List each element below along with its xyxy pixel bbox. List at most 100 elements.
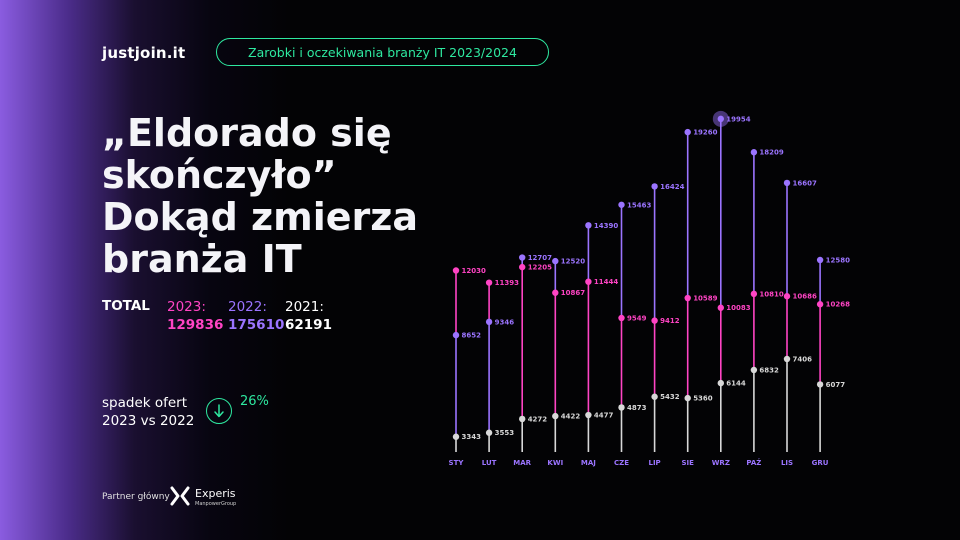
partner-name[interactable]: Experis <box>195 487 236 500</box>
total-2023-label: 2023: <box>167 299 206 315</box>
month-label-PAŹ: PAŹ <box>746 458 761 467</box>
drop-label-line-1: spadek ofert <box>102 395 188 411</box>
point-2022-MAR <box>519 254 526 261</box>
title-line-2: skończyło” <box>102 153 337 197</box>
month-label-MAR: MAR <box>513 459 531 467</box>
partner-subname: ManpowerGroup <box>195 501 237 507</box>
point-2023-CZE <box>618 314 625 322</box>
label-2022-MAJ: 14390 <box>594 222 618 230</box>
point-2021-CZE <box>618 404 625 411</box>
total-2023-value: 129836 <box>167 317 224 333</box>
total-label: TOTAL <box>102 298 150 314</box>
label-2021-LIP: 5432 <box>660 393 680 401</box>
label-2023-SIE: 10589 <box>693 295 717 303</box>
label-2021-GRU: 6077 <box>826 381 846 389</box>
month-label-MAJ: MAJ <box>581 459 596 467</box>
drop-label: spadek ofert 2023 vs 2022 <box>102 394 194 430</box>
label-2023-CZE: 9549 <box>627 314 647 322</box>
label-2021-MAR: 4272 <box>528 415 548 423</box>
total-2021-label: 2021: <box>285 299 324 315</box>
label-2021-LIS: 7406 <box>793 355 813 363</box>
point-2022-LUT <box>485 318 493 326</box>
label-2021-KWI: 4422 <box>561 413 581 421</box>
month-label-KWI: KWI <box>547 459 563 467</box>
point-2022-LIS <box>783 179 791 187</box>
label-2022-STY: 8652 <box>462 332 482 340</box>
label-2021-LUT: 3553 <box>495 429 515 437</box>
drop-label-line-2: 2023 vs 2022 <box>102 413 195 429</box>
label-2022-MAR: 12707 <box>528 254 552 262</box>
point-2021-PAŹ <box>750 366 758 374</box>
total-2023: 2023: 129836 <box>167 298 223 334</box>
point-2021-MAJ <box>585 411 592 419</box>
label-2023-LIS: 10686 <box>793 293 817 301</box>
arrow-down-circle-icon <box>206 398 232 424</box>
point-2023-LIS <box>783 293 791 300</box>
point-2022-PAŹ <box>750 149 758 156</box>
label-2021-PAŹ: 6832 <box>759 366 779 374</box>
point-2022-GRU <box>816 256 824 264</box>
month-label-LIS: LIS <box>781 459 793 467</box>
label-2023-KWI: 10867 <box>561 289 585 297</box>
label-2023-MAR: 12205 <box>528 264 552 272</box>
experis-x-icon <box>170 486 190 506</box>
total-2022-value: 175610 <box>228 317 285 333</box>
point-2021-LIP <box>651 393 658 400</box>
label-2021-CZE: 4873 <box>627 404 647 412</box>
label-2021-WRZ: 6144 <box>726 380 746 388</box>
point-2021-STY <box>452 433 460 440</box>
total-2021-value: 62191 <box>285 317 332 333</box>
point-2023-GRU <box>816 301 824 308</box>
point-2022-STY <box>452 331 460 339</box>
report-badge: Zarobki i oczekiwania branży IT 2023/202… <box>216 38 549 66</box>
title-line-4: branża IT <box>102 237 302 281</box>
label-2023-MAJ: 11444 <box>594 278 618 286</box>
point-2021-GRU <box>816 381 824 388</box>
label-2023-GRU: 10268 <box>826 301 850 309</box>
label-2022-WRZ: 19954 <box>726 115 750 123</box>
label-2023-WRZ: 10083 <box>726 304 750 312</box>
label-2022-PAŹ: 18209 <box>759 149 783 157</box>
label-2022-CZE: 15463 <box>627 201 651 209</box>
label-2023-PAŹ: 10810 <box>759 290 783 298</box>
point-2022-KWI <box>552 257 559 265</box>
point-2023-LUT <box>485 279 493 286</box>
justjoin-logo[interactable]: justjoin.it <box>102 44 186 62</box>
point-2022-LIP <box>651 183 658 190</box>
title-line-3: Dokąd zmierza <box>102 195 419 239</box>
total-2022-label: 2022: <box>228 299 267 315</box>
point-2021-MAR <box>519 415 526 423</box>
month-label-STY: STY <box>449 459 465 467</box>
month-label-GRU: GRU <box>812 459 829 467</box>
label-2023-LUT: 11393 <box>495 279 519 287</box>
point-2023-MAR <box>519 263 526 271</box>
label-2022-LIS: 16607 <box>793 179 817 187</box>
point-2021-KWI <box>552 412 559 420</box>
point-2021-SIE <box>684 394 691 402</box>
label-2022-KWI: 12520 <box>561 258 585 266</box>
drop-value: 26% <box>240 394 269 409</box>
label-2021-MAJ: 4477 <box>594 412 614 420</box>
total-2022: 2022: 175610 <box>228 298 284 334</box>
point-2022-CZE <box>618 201 625 208</box>
title-line-1: „Eldorado się <box>102 111 392 155</box>
month-label-SIE: SIE <box>681 459 694 467</box>
point-2023-LIP <box>651 317 658 324</box>
point-2022-SIE <box>684 128 691 136</box>
label-2021-SIE: 5360 <box>693 395 713 403</box>
label-2023-LIP: 9412 <box>660 317 680 325</box>
partner-label: Partner główny <box>102 492 170 502</box>
point-2023-STY <box>452 267 460 274</box>
point-2023-SIE <box>684 294 691 302</box>
label-2022-SIE: 19260 <box>693 129 717 137</box>
point-2023-KWI <box>552 289 559 296</box>
label-2022-GRU: 12580 <box>826 256 850 264</box>
month-label-LIP: LIP <box>648 459 660 467</box>
month-label-LUT: LUT <box>482 459 497 467</box>
label-2023-STY: 12030 <box>462 267 486 275</box>
point-2023-PAŹ <box>750 290 758 298</box>
point-2021-WRZ <box>717 379 724 387</box>
label-2022-LUT: 9346 <box>495 318 515 326</box>
total-2021: 2021: 62191 <box>285 298 332 334</box>
